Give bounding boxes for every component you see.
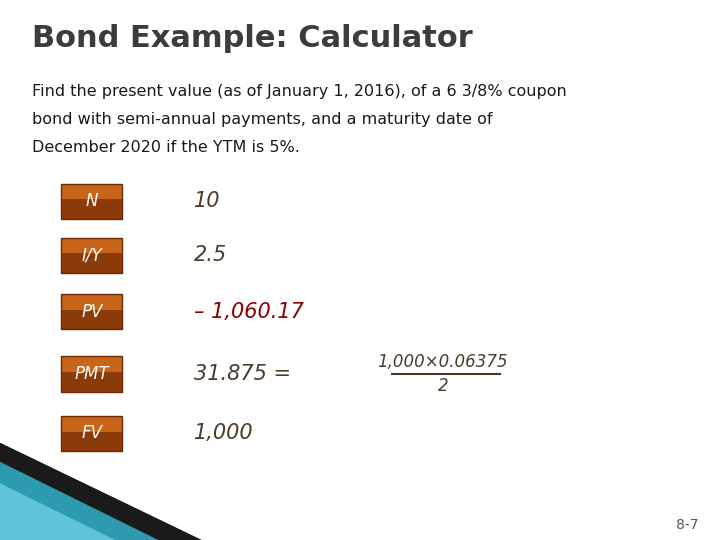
FancyBboxPatch shape — [61, 184, 122, 203]
FancyBboxPatch shape — [61, 431, 122, 451]
Polygon shape — [0, 443, 202, 540]
FancyBboxPatch shape — [61, 310, 122, 329]
Text: December 2020 if the YTM is 5%.: December 2020 if the YTM is 5%. — [32, 140, 300, 155]
Text: 8-7: 8-7 — [676, 518, 698, 532]
Text: N: N — [86, 192, 98, 210]
Polygon shape — [0, 483, 115, 540]
FancyBboxPatch shape — [61, 238, 122, 257]
Text: Find the present value (as of January 1, 2016), of a 6 3/8% coupon: Find the present value (as of January 1,… — [32, 84, 567, 99]
FancyBboxPatch shape — [61, 294, 122, 314]
FancyBboxPatch shape — [61, 199, 122, 219]
Polygon shape — [0, 462, 158, 540]
Text: PMT: PMT — [75, 365, 109, 383]
Text: 1,000: 1,000 — [194, 423, 254, 443]
Text: 2.5: 2.5 — [194, 245, 228, 265]
Text: PV: PV — [81, 303, 102, 321]
FancyBboxPatch shape — [61, 356, 122, 376]
Polygon shape — [0, 443, 202, 540]
Text: 1,000×0.06375: 1,000×0.06375 — [377, 353, 508, 371]
Text: FV: FV — [81, 424, 102, 442]
FancyBboxPatch shape — [61, 416, 122, 435]
FancyBboxPatch shape — [61, 253, 122, 273]
Text: Bond Example: Calculator: Bond Example: Calculator — [32, 24, 473, 53]
Text: I/Y: I/Y — [81, 246, 102, 264]
Text: – 1,060.17: – 1,060.17 — [194, 301, 305, 322]
Text: 2: 2 — [438, 377, 448, 395]
Text: bond with semi-annual payments, and a maturity date of: bond with semi-annual payments, and a ma… — [32, 112, 493, 127]
Text: 10: 10 — [194, 191, 221, 211]
FancyBboxPatch shape — [61, 372, 122, 391]
Text: 31.875 =: 31.875 = — [194, 363, 298, 384]
